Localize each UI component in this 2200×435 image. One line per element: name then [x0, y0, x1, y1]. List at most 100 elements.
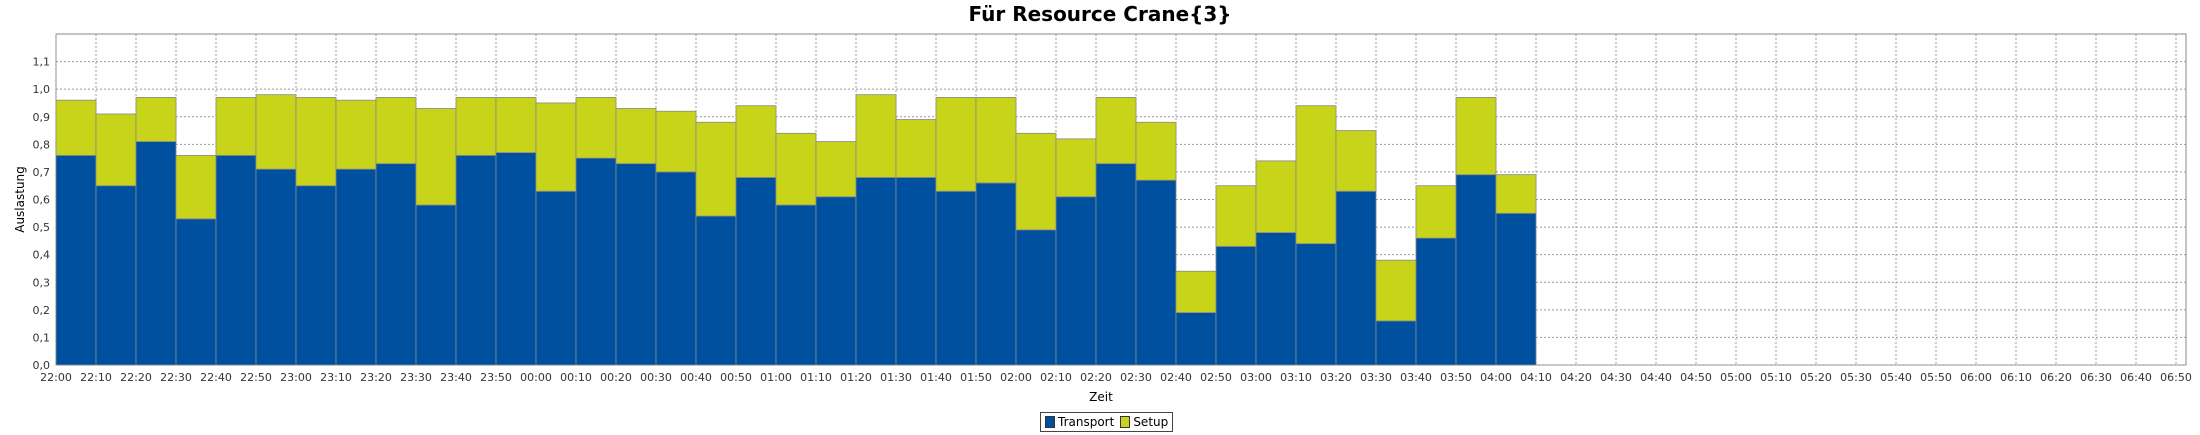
x-tick-label: 05:50	[1920, 371, 1952, 384]
x-tick-label: 22:10	[80, 371, 112, 384]
bar-transport	[655, 171, 697, 366]
bar-setup	[215, 97, 257, 156]
bar-transport	[1095, 163, 1137, 366]
legend-item-transport: Transport	[1045, 415, 1114, 429]
bar-setup	[55, 99, 97, 156]
x-tick-label: 23:30	[400, 371, 432, 384]
bar-setup	[135, 97, 177, 142]
x-tick-label: 03:20	[1320, 371, 1352, 384]
x-tick-label: 01:00	[760, 371, 792, 384]
bar-transport	[1135, 179, 1177, 366]
bar-setup	[855, 94, 897, 178]
y-tick-label: 0,9	[33, 111, 51, 124]
x-tick-label: 00:00	[520, 371, 552, 384]
bar-setup	[95, 113, 137, 187]
x-tick-label: 05:00	[1720, 371, 1752, 384]
bar-setup	[975, 97, 1017, 184]
x-tick-label: 22:20	[120, 371, 152, 384]
y-tick-label: 0,1	[33, 331, 51, 344]
bar-setup	[775, 132, 817, 206]
bar-setup	[295, 97, 337, 187]
bar-transport	[335, 168, 377, 366]
x-tick-label: 05:40	[1880, 371, 1912, 384]
bar-transport	[1415, 237, 1457, 366]
x-tick-label: 00:20	[600, 371, 632, 384]
bar-transport	[375, 163, 417, 366]
bar-transport	[575, 157, 617, 366]
x-tick-label: 02:00	[1000, 371, 1032, 384]
x-tick-label: 06:50	[2160, 371, 2192, 384]
bar-setup	[175, 154, 217, 220]
x-tick-label: 04:40	[1640, 371, 1672, 384]
bar-setup	[375, 97, 417, 165]
bar-transport	[1495, 212, 1537, 366]
bar-setup	[1175, 270, 1217, 313]
x-tick-label: 22:50	[240, 371, 272, 384]
bar-setup	[1135, 121, 1177, 181]
x-tick-label: 02:20	[1080, 371, 1112, 384]
bar-setup	[1415, 185, 1457, 239]
bar-transport	[1335, 190, 1377, 366]
bar-transport	[535, 190, 577, 366]
bar-setup	[1015, 132, 1057, 231]
legend-item-setup: Setup	[1120, 415, 1168, 429]
bar-transport	[495, 152, 537, 366]
x-tick-label: 02:50	[1200, 371, 1232, 384]
bar-setup	[655, 110, 697, 173]
x-tick-label: 04:50	[1680, 371, 1712, 384]
y-tick-label: 0,2	[33, 304, 51, 317]
x-tick-label: 03:10	[1280, 371, 1312, 384]
x-tick-label: 04:10	[1520, 371, 1552, 384]
x-tick-label: 05:10	[1760, 371, 1792, 384]
y-tick-label: 0,5	[33, 221, 51, 234]
bar-transport	[775, 204, 817, 366]
x-tick-label: 00:30	[640, 371, 672, 384]
x-tick-label: 23:00	[280, 371, 312, 384]
x-tick-label: 23:20	[360, 371, 392, 384]
bar-transport	[215, 154, 257, 366]
bar-setup	[455, 97, 497, 156]
y-tick-label: 0,4	[33, 249, 51, 262]
x-tick-label: 23:40	[440, 371, 472, 384]
bar-transport	[135, 141, 177, 366]
x-tick-label: 04:30	[1600, 371, 1632, 384]
bar-setup	[1455, 97, 1497, 176]
chart-title: Für Resource Crane{3}	[968, 2, 1232, 26]
legend-swatch-setup	[1120, 416, 1131, 428]
bar-transport	[455, 154, 497, 366]
bar-transport	[1295, 243, 1337, 366]
x-tick-label: 23:50	[480, 371, 512, 384]
bar-transport	[255, 168, 297, 366]
x-tick-label: 22:00	[40, 371, 72, 384]
bar-setup	[1375, 259, 1417, 322]
bar-setup	[1295, 105, 1337, 245]
x-tick-label: 02:40	[1160, 371, 1192, 384]
x-tick-label: 06:10	[2000, 371, 2032, 384]
x-tick-label: 00:50	[720, 371, 752, 384]
y-tick-label: 0,3	[33, 276, 51, 289]
bar-transport	[1055, 196, 1097, 366]
bar-transport	[55, 154, 97, 366]
x-tick-label: 06:00	[1960, 371, 1992, 384]
y-tick-label: 0,8	[33, 138, 51, 151]
x-tick-label: 05:30	[1840, 371, 1872, 384]
y-tick-labels: 0,0 0,1 0,2 0,3 0,4 0,5 0,6 0,7 0,8 0,9 1,0 1,1	[33, 56, 51, 372]
x-tick-label: 00:40	[680, 371, 712, 384]
bar-transport	[615, 163, 657, 366]
bar-transport	[295, 185, 337, 366]
y-tick-label: 0,0	[33, 359, 51, 372]
legend-label-setup: Setup	[1133, 415, 1169, 429]
x-tick-label: 01:10	[800, 371, 832, 384]
bar-setup	[735, 105, 777, 178]
y-tick-label: 1,1	[33, 56, 51, 69]
x-tick-label: 01:40	[920, 371, 952, 384]
bar-transport	[855, 177, 897, 366]
legend-swatch-transport	[1045, 416, 1055, 428]
x-tick-label: 22:40	[200, 371, 232, 384]
bar-setup	[1055, 138, 1097, 198]
x-tick-label: 03:30	[1360, 371, 1392, 384]
bar-setup	[935, 97, 977, 192]
bar-transport	[415, 204, 457, 366]
x-tick-label: 02:10	[1040, 371, 1072, 384]
